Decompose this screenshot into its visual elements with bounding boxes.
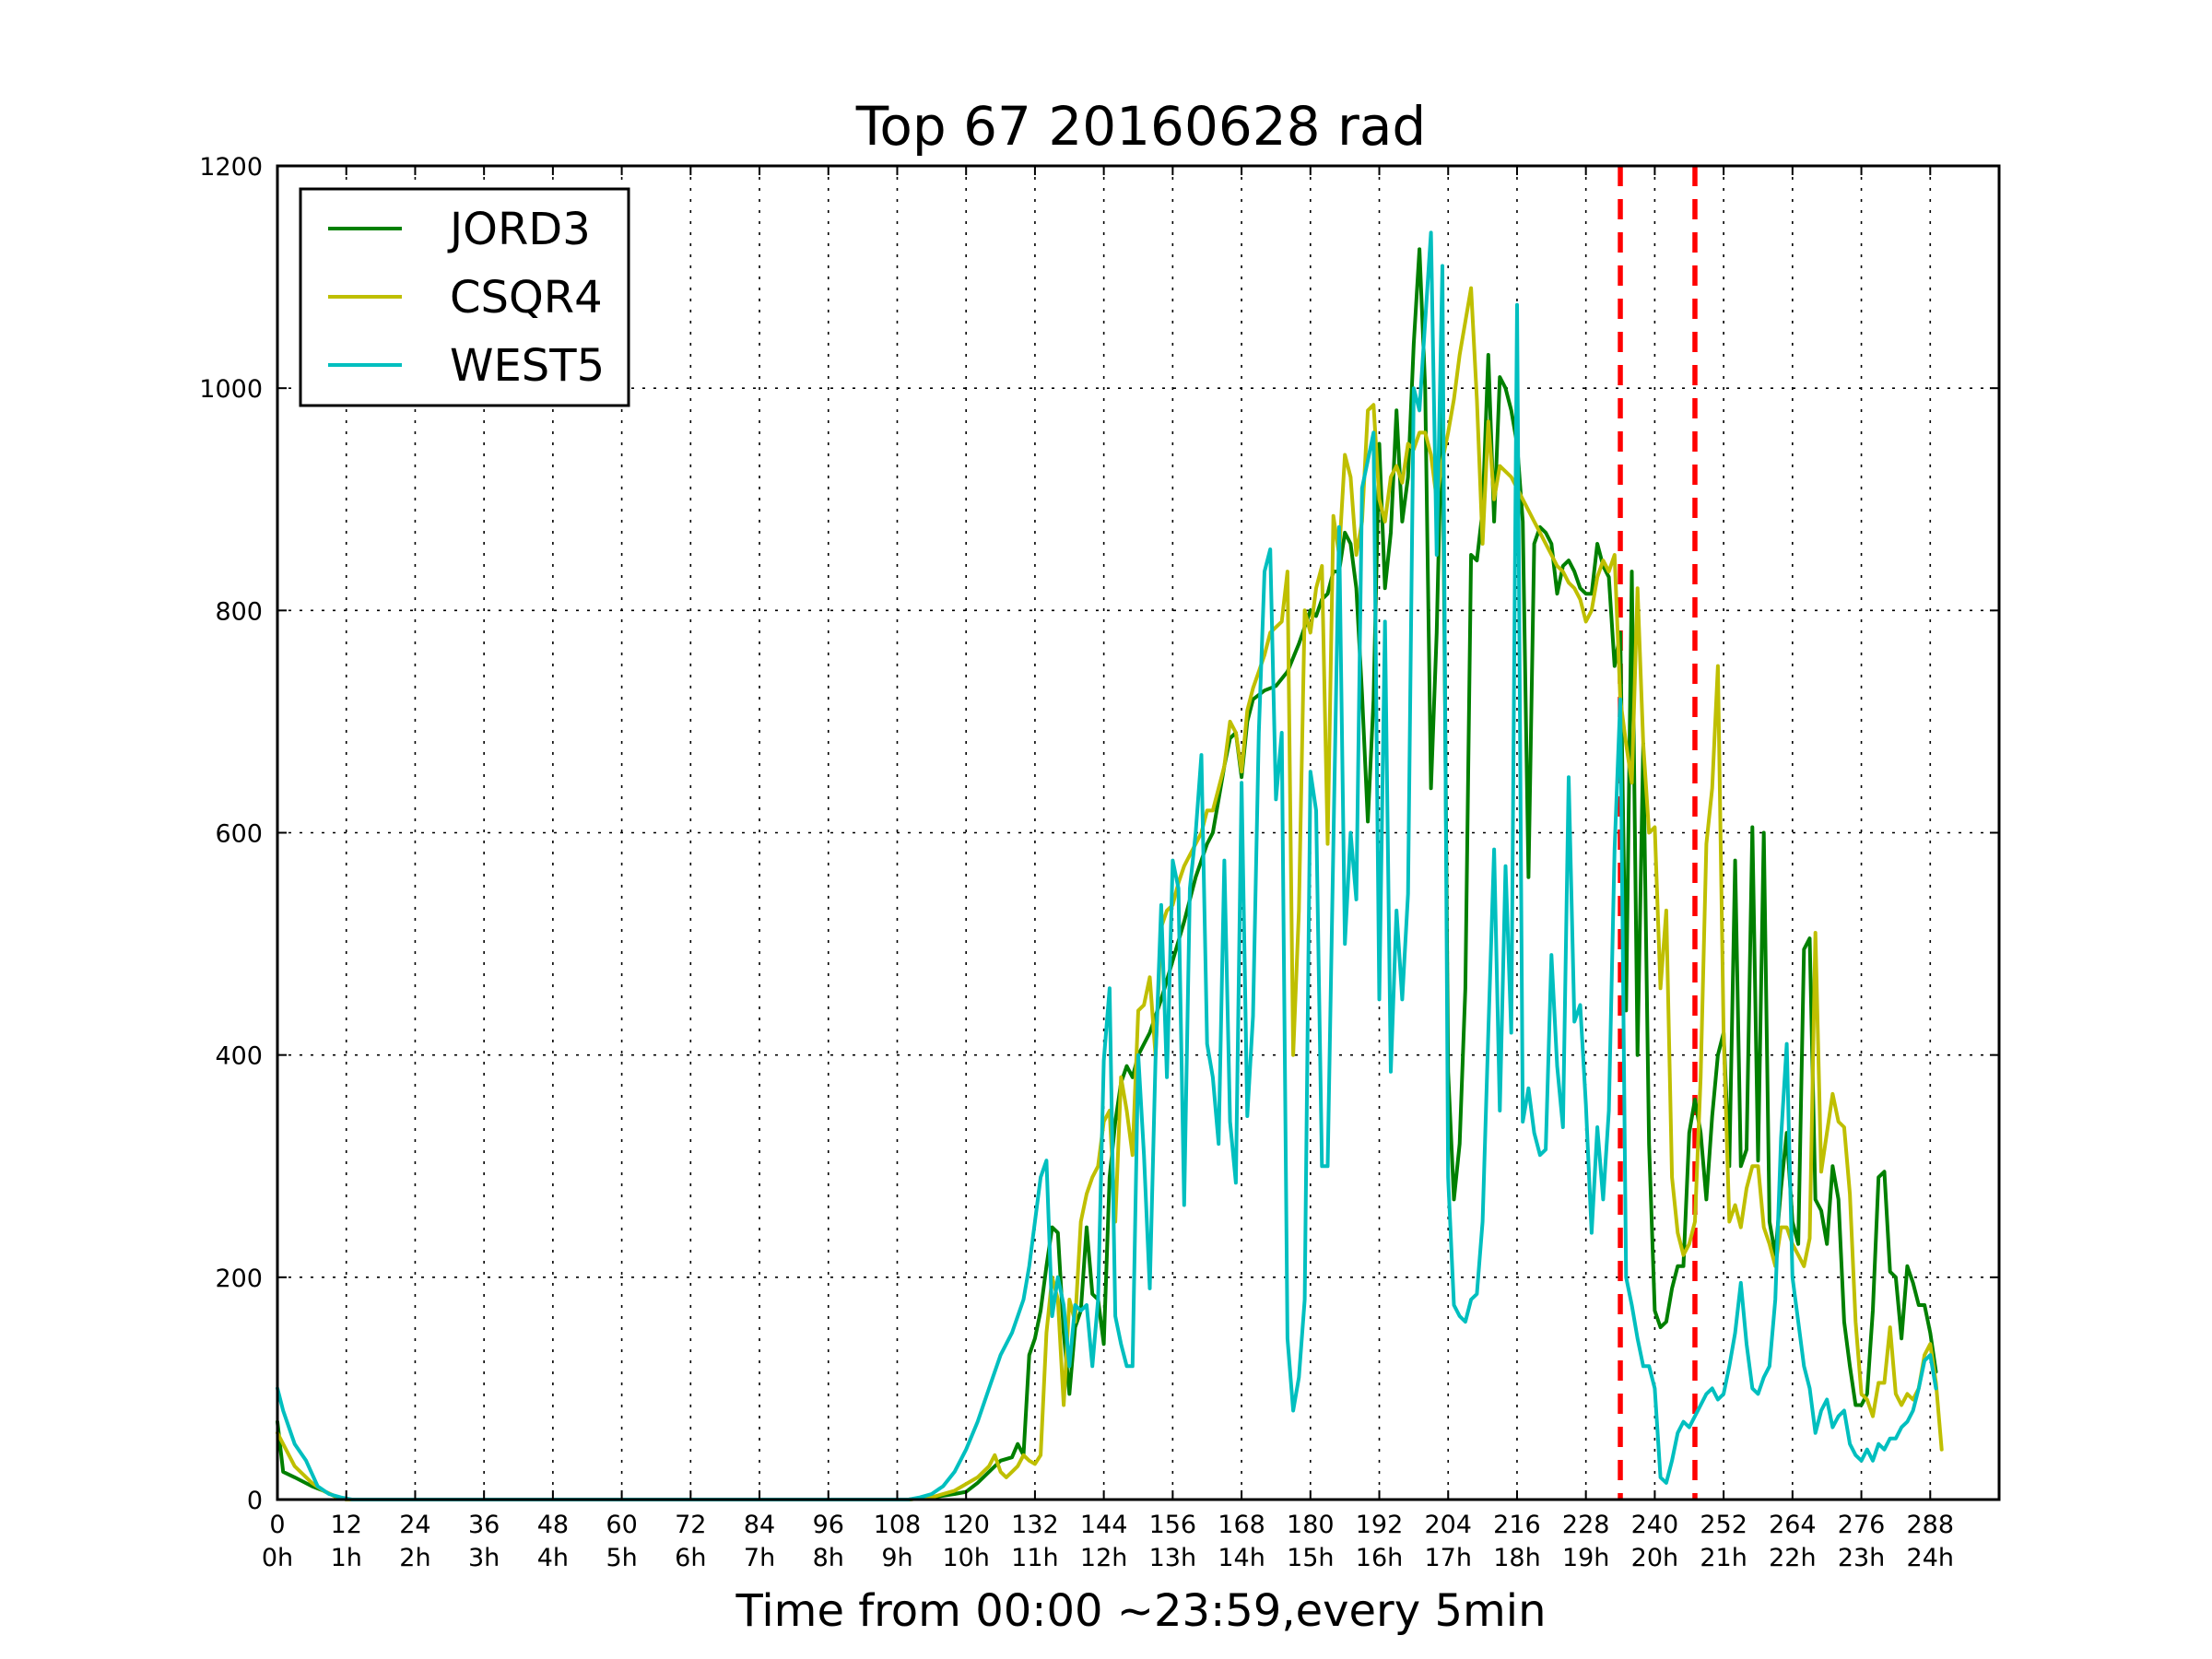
x-tick-hour-label: 5h [606, 1544, 637, 1572]
x-tick-label: 240 [1631, 1511, 1679, 1539]
y-tick-label: 0 [247, 1487, 263, 1515]
x-tick-hour-label: 4h [537, 1544, 569, 1572]
x-tick-label: 60 [606, 1511, 637, 1539]
x-tick-label: 252 [1700, 1511, 1747, 1539]
x-axis-ticks: 0 0h 12 1h 24 2h 36 3h 48 4h 60 5h 72 6h 84 7h 96 8h 108 9h… [262, 166, 1954, 1572]
x-tick-label: 288 [1907, 1511, 1955, 1539]
x-tick-label: 72 [675, 1511, 706, 1539]
x-tick-label: 84 [744, 1511, 775, 1539]
x-tick-label: 24 [399, 1511, 430, 1539]
series-line-jord3 [276, 247, 1938, 1501]
y-tick-label: 400 [215, 1042, 263, 1071]
x-tick-hour-label: 1h [331, 1544, 362, 1572]
x-tick-label: 12 [331, 1511, 362, 1539]
x-tick-label: 120 [942, 1511, 990, 1539]
y-tick-label: 1000 [199, 375, 263, 404]
x-tick-label: 156 [1149, 1511, 1197, 1539]
x-tick-label: 276 [1838, 1511, 1886, 1539]
x-tick-label: 180 [1287, 1511, 1335, 1539]
x-tick-hour-label: 11h [1011, 1544, 1058, 1572]
x-tick-label: 96 [813, 1511, 844, 1539]
x-tick-label: 144 [1080, 1511, 1128, 1539]
y-tick-label: 200 [215, 1265, 263, 1293]
x-tick-hour-label: 13h [1149, 1544, 1196, 1572]
x-tick-hour-label: 6h [675, 1544, 706, 1572]
x-tick-hour-label: 0h [262, 1544, 293, 1572]
x-tick-hour-label: 24h [1907, 1544, 1954, 1572]
x-tick-label: 228 [1562, 1511, 1610, 1539]
x-tick-hour-label: 22h [1769, 1544, 1816, 1572]
legend-label-west5: WEST5 [450, 340, 605, 392]
x-tick-hour-label: 8h [813, 1544, 844, 1572]
x-tick-hour-label: 18h [1493, 1544, 1540, 1572]
x-tick-hour-label: 21h [1700, 1544, 1747, 1572]
x-tick-label: 192 [1356, 1511, 1404, 1539]
legend-label-jord3: JORD3 [447, 204, 591, 255]
x-tick-hour-label: 2h [399, 1544, 430, 1572]
x-tick-label: 168 [1218, 1511, 1265, 1539]
series-lines [276, 230, 1944, 1501]
x-tick-hour-label: 9h [881, 1544, 912, 1572]
x-tick-label: 0 [269, 1511, 285, 1539]
x-tick-hour-label: 20h [1631, 1544, 1678, 1572]
series-line-csqr4 [276, 286, 1944, 1501]
x-tick-hour-label: 7h [744, 1544, 775, 1572]
x-tick-hour-label: 10h [942, 1544, 989, 1572]
y-axis-ticks: 0 200 400 600 800 1000 1200 [199, 153, 1999, 1515]
legend-label-csqr4: CSQR4 [450, 272, 603, 324]
x-tick-hour-label: 15h [1287, 1544, 1334, 1572]
y-tick-label: 800 [215, 597, 263, 626]
x-tick-hour-label: 23h [1838, 1544, 1885, 1572]
y-tick-label: 600 [215, 820, 263, 849]
y-tick-label: 1200 [199, 153, 263, 182]
x-tick-hour-label: 14h [1218, 1544, 1265, 1572]
x-tick-hour-label: 12h [1080, 1544, 1127, 1572]
chart-title: Top 67 20160628 rad [855, 95, 1426, 158]
x-tick-label: 108 [874, 1511, 922, 1539]
x-tick-label: 48 [537, 1511, 569, 1539]
x-axis-label: Time from 00:00 ~23:59,every 5min [735, 1585, 1547, 1637]
x-tick-hour-label: 17h [1425, 1544, 1472, 1572]
x-tick-label: 204 [1424, 1511, 1472, 1539]
series-line-west5 [276, 230, 1938, 1501]
x-tick-label: 36 [468, 1511, 500, 1539]
x-tick-hour-label: 16h [1356, 1544, 1403, 1572]
legend: JORD3 CSQR4 WEST5 [299, 187, 630, 407]
x-tick-label: 216 [1493, 1511, 1541, 1539]
x-tick-hour-label: 19h [1562, 1544, 1609, 1572]
x-tick-hour-label: 3h [468, 1544, 500, 1572]
x-tick-label: 132 [1011, 1511, 1059, 1539]
x-tick-label: 264 [1769, 1511, 1817, 1539]
